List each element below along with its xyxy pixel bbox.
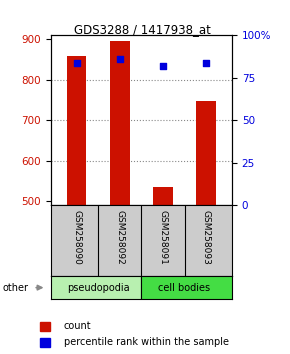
- Text: GSM258090: GSM258090: [72, 210, 81, 265]
- Point: [117, 56, 122, 62]
- Text: pseudopodia: pseudopodia: [67, 282, 130, 293]
- Text: GSM258092: GSM258092: [115, 210, 124, 265]
- Bar: [153, 187, 173, 205]
- Text: count: count: [64, 321, 91, 331]
- Bar: [196, 101, 216, 205]
- Point: [161, 63, 165, 69]
- Text: percentile rank within the sample: percentile rank within the sample: [64, 337, 229, 347]
- Text: GSM258093: GSM258093: [202, 210, 211, 265]
- Text: other: other: [3, 282, 29, 293]
- Text: cell bodies: cell bodies: [158, 282, 211, 293]
- Text: GDS3288 / 1417938_at: GDS3288 / 1417938_at: [74, 23, 211, 36]
- Text: GSM258091: GSM258091: [158, 210, 167, 265]
- Point: [204, 60, 209, 65]
- Point: [74, 60, 79, 65]
- Bar: [40, 338, 50, 347]
- Bar: [40, 322, 50, 331]
- Bar: [67, 56, 86, 205]
- Bar: [110, 41, 130, 205]
